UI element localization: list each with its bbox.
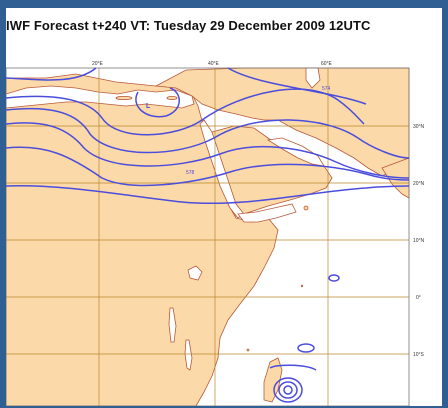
lake-victoria [187, 265, 203, 281]
contour-line [6, 107, 410, 159]
lat-label-20n: 20°N [413, 181, 425, 187]
cyclone-contour [283, 385, 293, 395]
lat-label-0: 0° [416, 295, 421, 301]
lat-label-10n: 10°N [413, 238, 425, 244]
red-sea [199, 119, 245, 219]
crete-island [115, 96, 133, 101]
contour-label-2: 578 [186, 170, 195, 176]
islands [115, 96, 309, 352]
contour-line [6, 67, 97, 81]
cyprus-island [166, 96, 178, 101]
contour-line [6, 122, 410, 179]
forecast-panel: IWF Forecast t+240 VT: Tuesday 29 Decemb… [6, 8, 442, 406]
cyclone-contour-open [269, 364, 317, 371]
forecast-title: IWF Forecast t+240 VT: Tuesday 29 Decemb… [6, 18, 371, 33]
cyclone-contour [273, 377, 303, 403]
closed-contour [328, 274, 340, 282]
mediterranean-sea [6, 85, 195, 109]
contour-line [6, 185, 410, 205]
gulf-of-aden [237, 203, 297, 223]
map-border [6, 67, 410, 406]
forecast-map: 574 578 L 20°E 40°E 60°E 30°N 20°N 10°N … [6, 61, 425, 406]
low-pressure-marker: L [146, 103, 151, 110]
contour-line [6, 146, 410, 187]
seychelles-island [300, 284, 304, 288]
contour-line [227, 67, 367, 105]
low-center-contour [135, 87, 180, 118]
contour-label-1: 574 [322, 86, 331, 92]
lon-label-40e: 40°E [208, 61, 220, 67]
comoros-island [246, 348, 250, 352]
lon-label-60e: 60°E [321, 61, 333, 67]
lake-tanganyika [168, 307, 177, 343]
cyclone-contour [278, 381, 298, 399]
lat-label-30n: 30°N [413, 124, 425, 130]
contour-line [6, 88, 365, 136]
lat-label-10s: 10°S [413, 352, 425, 358]
socotra-island [303, 205, 309, 211]
graticule [6, 68, 409, 406]
cyclone-contour-outer [297, 343, 315, 353]
contour-layer [6, 67, 410, 403]
lon-label-20e: 20°E [92, 61, 104, 67]
